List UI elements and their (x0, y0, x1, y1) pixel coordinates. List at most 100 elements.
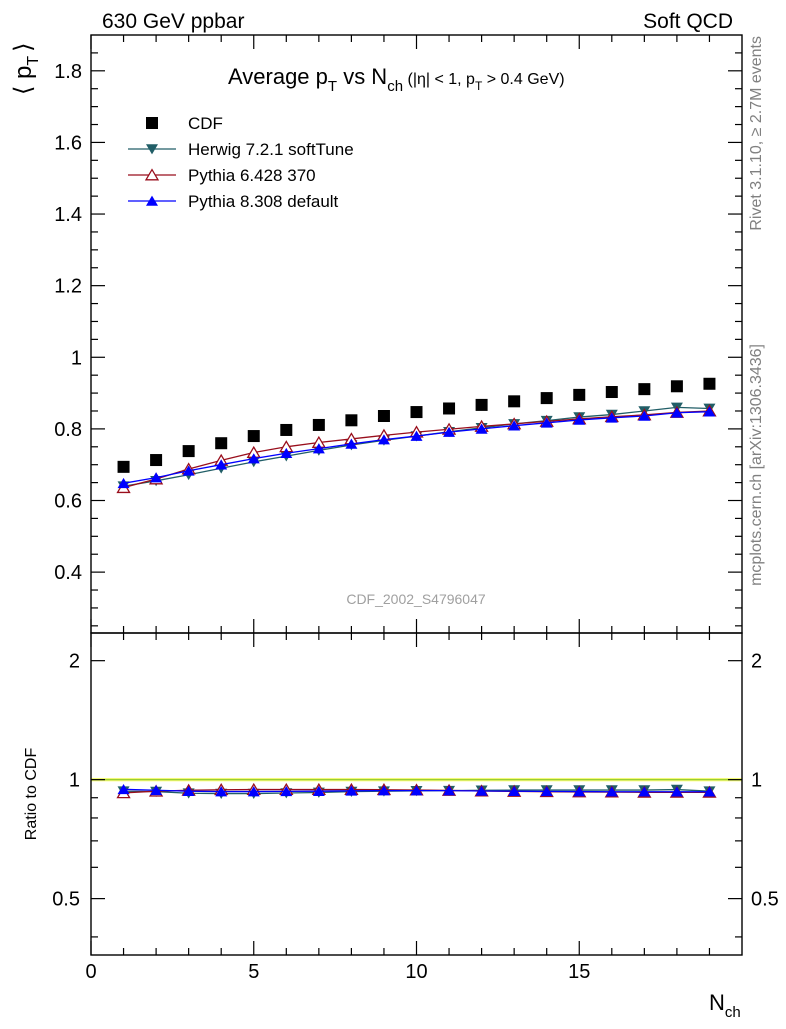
data-point (280, 423, 293, 436)
ratio-data-point (638, 786, 651, 797)
data-point (605, 412, 618, 423)
data-point (573, 388, 586, 401)
header-left-label: 630 GeV ppbar (102, 10, 244, 33)
main-plot-axes: 0.4 0.6 0.8 1 1.2 1.4 1.6 1.8 (54, 35, 742, 633)
legend-label: Herwig 7.2.1 softTune (188, 140, 354, 159)
ratio-plot-series (116, 782, 717, 799)
series-line (123, 406, 710, 487)
legend-marker (146, 144, 158, 155)
data-point (312, 418, 325, 431)
y-tick-label: 0.4 (54, 562, 82, 584)
main-plot-ylabel: ⟨ pT⟩ (10, 42, 42, 95)
data-point (638, 383, 651, 396)
data-point (443, 402, 456, 415)
data-point (638, 410, 651, 421)
ratio-data-point (182, 785, 195, 796)
data-point (150, 472, 163, 483)
series-line (123, 410, 710, 489)
ratio-y-tick-label: 2 (69, 651, 80, 673)
data-point (540, 417, 553, 428)
ratio-plot-axes: 0 5 10 15 0.5 0.5 1 1 2 2 (52, 633, 779, 983)
mcplots-label: mcplots.cern.ch [arXiv:1306.3436] (748, 344, 765, 586)
data-point (150, 454, 163, 467)
ratio-data-point (117, 783, 130, 795)
main-plot-title: Average pT vs Nch (|η| < 1, pT > 0.4 GeV… (228, 64, 565, 95)
data-point (312, 443, 325, 454)
data-point (475, 423, 488, 434)
x-tick-label: 5 (248, 961, 259, 983)
data-point (345, 438, 358, 449)
legend-marker (144, 168, 160, 181)
data-point (182, 465, 195, 476)
ratio-data-point (703, 786, 716, 797)
data-point (670, 407, 683, 418)
analysis-id-watermark: CDF_2002_S4796047 (346, 591, 486, 607)
ratio-data-point (540, 785, 553, 797)
y-tick-label: 0.6 (54, 491, 82, 513)
data-point (605, 386, 618, 399)
data-point (443, 426, 456, 437)
data-point (247, 430, 260, 443)
header-right-label: Soft QCD (643, 10, 733, 33)
series-cdf (117, 377, 716, 473)
series-pythia-8-308-default (117, 406, 716, 489)
legend-marker (146, 117, 158, 129)
data-point (215, 437, 228, 450)
data-point (475, 398, 488, 411)
ratio-y-tick-label: 0.5 (52, 889, 80, 911)
legend-label: Pythia 6.428 370 (188, 166, 316, 185)
y-tick-label: 0.8 (54, 419, 82, 441)
ratio-y-tick-label-right: 0.5 (751, 889, 779, 911)
data-point (670, 380, 683, 393)
data-point (508, 395, 521, 408)
data-point (508, 420, 521, 431)
ratio-data-point (475, 785, 488, 796)
ratio-data-point (573, 786, 586, 797)
data-point (410, 430, 423, 441)
series-line (123, 411, 710, 484)
data-point (117, 477, 130, 489)
data-point (703, 406, 716, 417)
legend-entry-pythia-6-428-370: Pythia 6.428 370 (128, 166, 316, 185)
y-tick-label: 1.6 (54, 132, 82, 154)
ratio-data-point (280, 785, 293, 797)
legend-entry-cdf: CDF (146, 114, 223, 133)
data-point (540, 392, 553, 405)
ratio-data-point (377, 785, 390, 796)
ratio-data-point (215, 786, 228, 797)
ratio-data-point (508, 785, 521, 796)
ratio-y-tick-label-right: 2 (751, 651, 762, 673)
data-point (410, 406, 423, 419)
ratio-data-point (410, 785, 423, 796)
ratio-plot-panel: 0 5 10 15 0.5 0.5 1 1 2 2 Ratio to CDF Nch (23, 632, 779, 1021)
x-axis-label: Nch (709, 990, 741, 1021)
legend-marker (146, 195, 158, 206)
y-tick-label: 1.2 (54, 276, 82, 298)
data-point (377, 434, 390, 445)
ratio-y-tick-label: 1 (69, 770, 80, 792)
legend-entry-herwig-7-2-1-softtune: Herwig 7.2.1 softTune (128, 140, 354, 159)
x-tick-label: 15 (568, 961, 590, 983)
data-point (703, 377, 716, 390)
ratio-data-point (150, 784, 163, 796)
legend-entry-pythia-8-308-default: Pythia 8.308 default (128, 192, 339, 211)
main-plot-series (116, 377, 717, 494)
series-pythia-6-428-370 (116, 404, 717, 494)
data-point (247, 453, 260, 464)
ratio-y-tick-label-right: 1 (751, 770, 762, 792)
main-plot-panel: 0.4 0.6 0.8 1 1.2 1.4 1.6 1.8 Average pT vs Nch… (10, 34, 743, 634)
ratio-data-point (605, 786, 618, 797)
y-tick-label: 1.8 (54, 61, 82, 83)
x-tick-label: 0 (85, 961, 96, 983)
ratio-reference-band (91, 777, 742, 782)
data-point (377, 410, 390, 423)
legend-label: Pythia 8.308 default (188, 192, 339, 211)
data-point (117, 460, 130, 473)
data-point (573, 414, 586, 425)
y-tick-label: 1.4 (54, 204, 82, 226)
ratio-data-point (345, 785, 358, 796)
legend: CDF Herwig 7.2.1 softTune Pythia 6.428 370… (128, 114, 354, 211)
data-point (215, 459, 228, 470)
ratio-data-point (247, 786, 260, 797)
data-point (182, 445, 195, 458)
